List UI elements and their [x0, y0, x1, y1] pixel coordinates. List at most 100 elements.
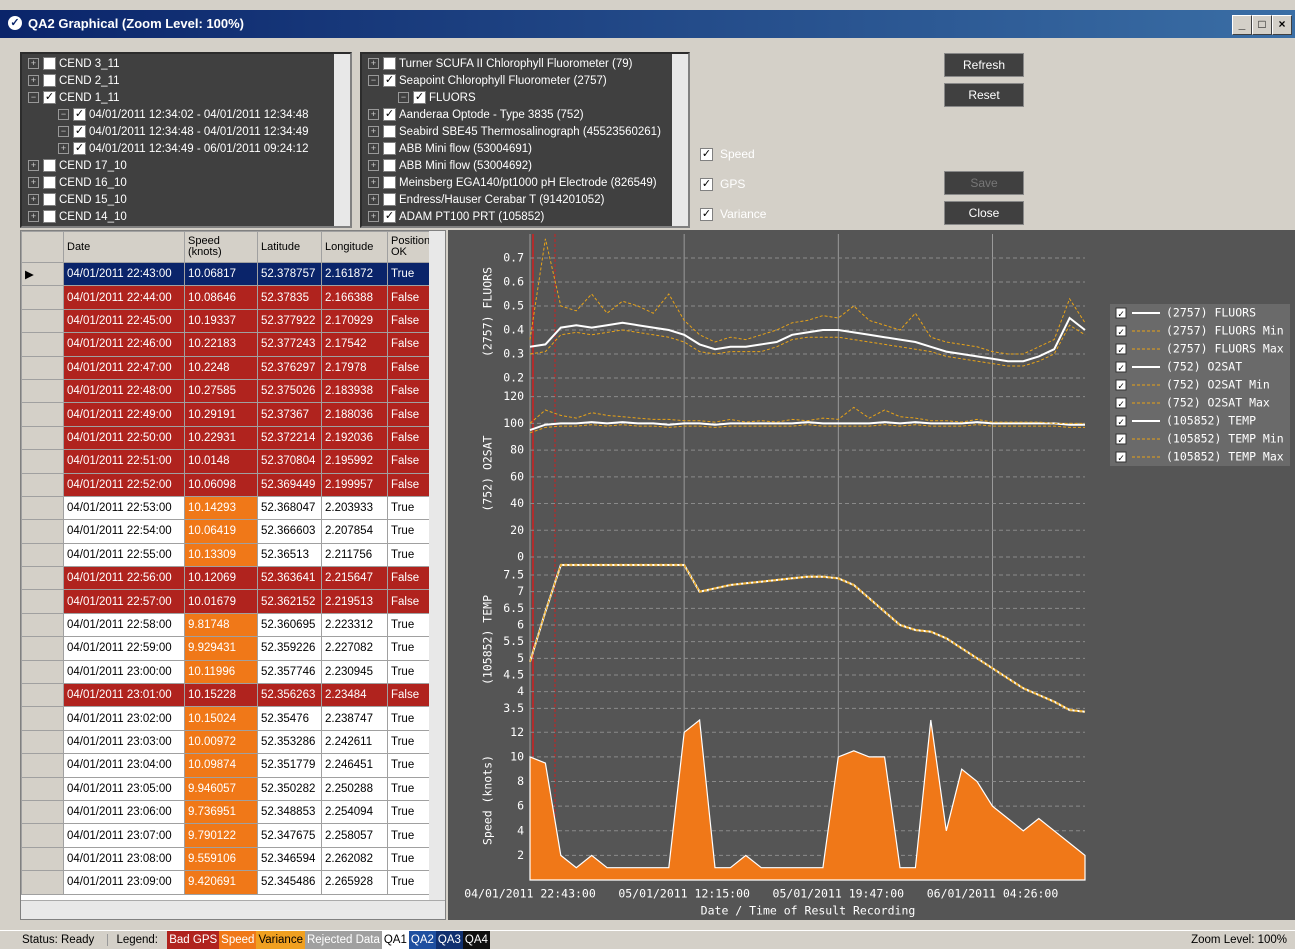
- checkbox[interactable]: ✓: [43, 91, 56, 105]
- checkbox[interactable]: [383, 176, 396, 190]
- checkbox[interactable]: [43, 159, 56, 173]
- checkbox[interactable]: [383, 57, 396, 71]
- tree-item[interactable]: + CEND 15_10: [28, 192, 350, 209]
- table-row[interactable]: 04/01/2011 22:46:00 10.22183 52.377243 2.17…: [21, 332, 435, 357]
- expander[interactable]: −: [28, 92, 39, 104]
- column-header[interactable]: Date: [63, 231, 185, 263]
- maximize-button[interactable]: □: [1252, 15, 1272, 35]
- column-header[interactable]: Speed (knots): [184, 231, 258, 263]
- table-row[interactable]: 04/01/2011 22:55:00 10.13309 52.36513 2.211…: [21, 542, 435, 568]
- tree-item[interactable]: + ✓ Aanderaa Optode - Type 3835 (752): [368, 107, 688, 124]
- checkbox[interactable]: [43, 74, 56, 88]
- expander[interactable]: +: [28, 58, 39, 70]
- checkbox[interactable]: [383, 125, 396, 139]
- expander[interactable]: +: [28, 75, 39, 87]
- tree-item[interactable]: + Seabird SBE45 Thermosalinograph (455235…: [368, 124, 688, 141]
- tree-item[interactable]: + CEND 2_11: [28, 73, 350, 90]
- expander[interactable]: −: [58, 109, 69, 121]
- table-row[interactable]: 04/01/2011 22:56:00 10.12069 52.363641 2.21…: [21, 566, 435, 591]
- checkbox[interactable]: [383, 159, 396, 173]
- table-row[interactable]: 04/01/2011 23:05:00 9.946057 52.350282 2.25…: [21, 776, 435, 801]
- expander[interactable]: −: [58, 126, 69, 138]
- horizontal-scrollbar[interactable]: [21, 900, 445, 919]
- checkbox[interactable]: [43, 57, 56, 71]
- tree-item[interactable]: + Endress/Hauser Cerabar T (914201052): [368, 192, 688, 209]
- expander[interactable]: +: [368, 109, 379, 121]
- tree-item[interactable]: − ✓ 04/01/2011 12:34:48 - 04/01/2011 12:34…: [28, 124, 350, 141]
- expander[interactable]: +: [28, 160, 39, 172]
- table-row[interactable]: 04/01/2011 22:48:00 10.27585 52.375026 2.18…: [21, 378, 435, 404]
- table-row[interactable]: 04/01/2011 22:49:00 10.29191 52.37367 2.188…: [21, 402, 435, 427]
- table-row[interactable]: 04/01/2011 23:03:00 10.00972 52.353286 2.24…: [21, 729, 435, 755]
- table-row[interactable]: 04/01/2011 22:57:00 10.01679 52.362152 2.21…: [21, 589, 435, 614]
- checkbox[interactable]: ✓: [383, 108, 396, 122]
- expander[interactable]: +: [368, 211, 379, 223]
- expander[interactable]: +: [58, 143, 69, 155]
- table-row[interactable]: 04/01/2011 22:47:00 10.2248 52.376297 2.179…: [21, 355, 435, 380]
- column-header[interactable]: Position OK: [386, 231, 435, 263]
- expander[interactable]: +: [368, 126, 379, 138]
- expander[interactable]: −: [398, 92, 409, 104]
- cruise-tree[interactable]: + CEND 3_11 + CEND 2_11− ✓ CEND 1_11− ✓ 04/01/2…: [20, 52, 352, 228]
- scrollbar[interactable]: [672, 54, 688, 226]
- tree-item[interactable]: + Meinsberg EGA140/pt1000 pH Electrode (8…: [368, 175, 688, 192]
- checkbox[interactable]: ✓: [700, 208, 713, 222]
- table-row[interactable]: ▶ 04/01/2011 22:43:00 10.06817 52.378757 2.1…: [21, 261, 435, 287]
- button[interactable]: Refresh: [944, 53, 1024, 77]
- tree-item[interactable]: + CEND 14_10: [28, 209, 350, 226]
- expander[interactable]: +: [368, 143, 379, 155]
- instrument-tree[interactable]: + Turner SCUFA II Chlorophyll Fluorometer…: [360, 52, 690, 228]
- minimize-button[interactable]: _: [1232, 15, 1252, 35]
- table-row[interactable]: 04/01/2011 23:07:00 9.790122 52.347675 2.25…: [21, 823, 435, 848]
- table-row[interactable]: 04/01/2011 23:02:00 10.15024 52.35476 2.238…: [21, 706, 435, 731]
- table-row[interactable]: 04/01/2011 23:04:00 10.09874 52.351779 2.24…: [21, 753, 435, 778]
- tree-item[interactable]: + Turner SCUFA II Chlorophyll Fluorometer…: [368, 56, 688, 73]
- close-window-button[interactable]: ×: [1272, 15, 1292, 35]
- expander[interactable]: −: [368, 75, 379, 87]
- option[interactable]: ✓ Variance: [700, 207, 766, 222]
- checkbox[interactable]: ✓: [700, 148, 713, 162]
- expander[interactable]: +: [368, 160, 379, 172]
- tree-item[interactable]: + CEND 3_11: [28, 56, 350, 73]
- table-row[interactable]: 04/01/2011 23:00:00 10.11996 52.357746 2.23…: [21, 659, 435, 685]
- expander[interactable]: +: [28, 194, 39, 206]
- button[interactable]: Reset: [944, 83, 1024, 107]
- checkbox[interactable]: ✓: [73, 142, 86, 156]
- expander[interactable]: +: [368, 177, 379, 189]
- expander[interactable]: +: [28, 211, 39, 223]
- table-row[interactable]: 04/01/2011 22:45:00 10.19337 52.377922 2.17…: [21, 308, 435, 334]
- table-row[interactable]: 04/01/2011 22:44:00 10.08646 52.37835 2.166…: [21, 285, 435, 310]
- tree-item[interactable]: − ✓ CEND 1_11: [28, 90, 350, 107]
- checkbox[interactable]: ✓: [383, 74, 396, 88]
- expander[interactable]: +: [368, 194, 379, 206]
- tree-item[interactable]: + ABB Mini flow (53004692): [368, 158, 688, 175]
- tree-item[interactable]: − ✓ FLUORS: [368, 90, 688, 107]
- table-row[interactable]: 04/01/2011 22:53:00 10.14293 52.368047 2.20…: [21, 495, 435, 521]
- tree-item[interactable]: − ✓ Seapoint Chlorophyll Fluorometer (2757…: [368, 73, 688, 90]
- vertical-scrollbar[interactable]: [429, 231, 445, 901]
- option[interactable]: ✓ GPS: [700, 177, 745, 192]
- table-row[interactable]: 04/01/2011 23:01:00 10.15228 52.356263 2.23…: [21, 683, 435, 708]
- table-row[interactable]: 04/01/2011 23:09:00 9.420691 52.345486 2.26…: [21, 870, 435, 895]
- checkbox[interactable]: ✓: [700, 178, 713, 192]
- checkbox[interactable]: [383, 142, 396, 156]
- expander[interactable]: +: [368, 58, 379, 70]
- checkbox[interactable]: [43, 176, 56, 190]
- table-row[interactable]: 04/01/2011 22:58:00 9.81748 52.360695 2.223…: [21, 612, 435, 638]
- table-row[interactable]: 04/01/2011 22:52:00 10.06098 52.369449 2.19…: [21, 472, 435, 497]
- checkbox[interactable]: ✓: [73, 125, 86, 139]
- checkbox[interactable]: ✓: [413, 91, 426, 105]
- checkbox[interactable]: [43, 193, 56, 207]
- tree-item[interactable]: + CEND 16_10: [28, 175, 350, 192]
- column-header[interactable]: Longitude: [321, 231, 388, 263]
- tree-item[interactable]: + ✓ 04/01/2011 12:34:49 - 06/01/2011 09:24…: [28, 141, 350, 158]
- checkbox[interactable]: ✓: [73, 108, 86, 122]
- table-row[interactable]: 04/01/2011 22:54:00 10.06419 52.366603 2.20…: [21, 519, 435, 544]
- column-header[interactable]: Latitude: [257, 231, 322, 263]
- expander[interactable]: +: [28, 177, 39, 189]
- tree-item[interactable]: − ✓ 04/01/2011 12:34:02 - 04/01/2011 12:34…: [28, 107, 350, 124]
- checkbox[interactable]: ✓: [383, 210, 396, 224]
- tree-item[interactable]: + CEND 17_10: [28, 158, 350, 175]
- checkbox[interactable]: [383, 193, 396, 207]
- table-row[interactable]: 04/01/2011 23:06:00 9.736951 52.348853 2.25…: [21, 799, 435, 825]
